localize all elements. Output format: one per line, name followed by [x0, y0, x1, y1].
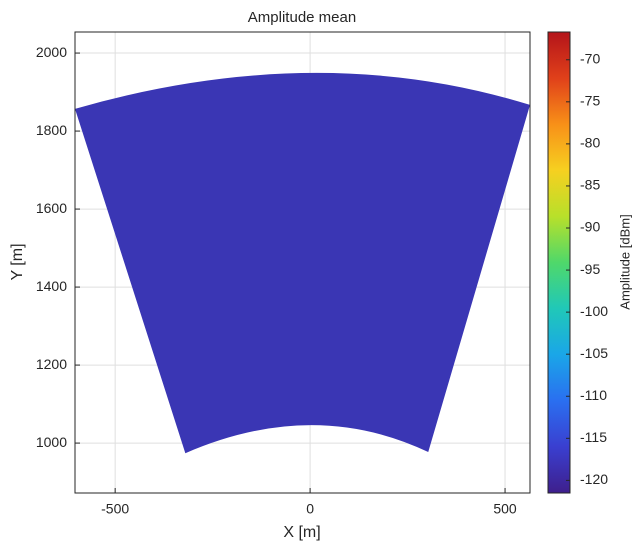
fan-image — [75, 72, 530, 454]
y-tick-label: 1600 — [36, 200, 67, 216]
chart-title: Amplitude mean — [248, 9, 356, 26]
colorbar-label: Amplitude [dBm] — [617, 214, 632, 309]
colorbar-tick-label: -75 — [580, 93, 600, 109]
y-tick-label: 1800 — [36, 122, 67, 138]
colorbar-tick-label: -70 — [580, 50, 600, 66]
y-tick-label: 1200 — [36, 356, 67, 372]
x-axis-label: X [m] — [283, 524, 320, 541]
y-tick-label: 1400 — [36, 278, 67, 294]
colorbar-tick-label: -105 — [580, 345, 608, 361]
colorbar-tick-label: -110 — [580, 387, 607, 403]
colorbar-tick-label: -100 — [580, 303, 608, 319]
colorbar-tick-label: -95 — [580, 261, 600, 277]
x-tick-label: 0 — [306, 501, 314, 517]
x-tick-label: -500 — [101, 501, 129, 517]
y-tick-label: 2000 — [36, 44, 67, 60]
colorbar-tick-label: -85 — [580, 177, 600, 193]
x-tick-label: 500 — [493, 501, 517, 517]
y-axis-label: Y [m] — [9, 243, 26, 280]
colorbar-tick-label: -115 — [580, 429, 607, 445]
axes-box — [74, 31, 531, 494]
colorbar — [547, 31, 571, 494]
colorbar-tick-label: -120 — [580, 471, 608, 487]
image-layer — [75, 72, 530, 454]
colorbar-tick-label: -90 — [580, 219, 600, 235]
colorbar-tick-label: -80 — [580, 135, 600, 151]
y-tick-label: 1000 — [36, 434, 67, 450]
